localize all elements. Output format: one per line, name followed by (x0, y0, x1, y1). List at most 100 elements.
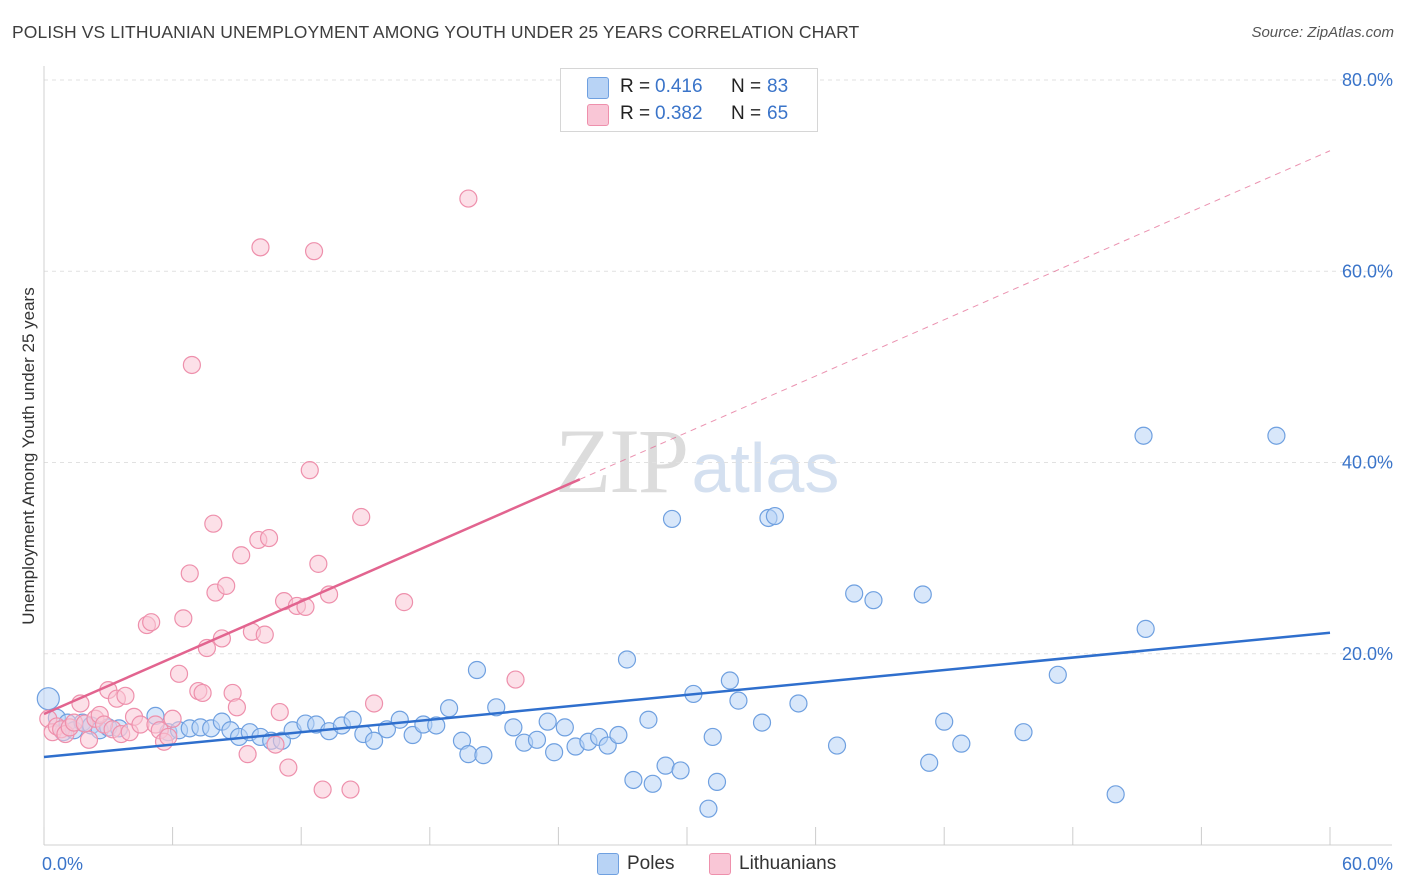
lithuanians-point (174, 609, 193, 628)
poles-swatch (587, 77, 609, 99)
poles-point (427, 716, 446, 735)
source-label: Source: ZipAtlas.com (1251, 24, 1394, 41)
poles-point (1106, 785, 1125, 804)
legend-r-label: R = (620, 103, 651, 124)
lithuanians-point (352, 507, 371, 527)
poles-point (527, 730, 547, 749)
lithuanians-point (364, 694, 384, 713)
poles-point (707, 772, 727, 791)
lithuanians-point (279, 758, 298, 777)
lithuanians-point (300, 461, 319, 480)
y-tick-label-3: 20.0% (1342, 644, 1393, 664)
poles-point (555, 718, 574, 737)
poles-point (643, 774, 662, 793)
poles-point (864, 591, 883, 610)
y-tick-label-1: 60.0% (1342, 261, 1393, 281)
lithuanians-trend-extension (579, 150, 1331, 480)
poles-point (752, 713, 772, 732)
poles-point (639, 710, 658, 729)
poles-point (545, 743, 564, 762)
lithuanians-point (309, 554, 328, 573)
lithuanians-swatch (587, 104, 609, 126)
lithuanians-point (79, 730, 99, 749)
legend-n-value-poles: 83 (767, 76, 789, 97)
legend-n-label: N = (731, 103, 762, 124)
lithuanians-point (142, 613, 161, 632)
y-tick-label-0: 80.0% (1342, 70, 1393, 90)
lithuanians-point (459, 189, 478, 208)
poles-point (538, 712, 557, 731)
poles-legend-label: Poles (627, 853, 675, 874)
lithuanians-point (227, 698, 246, 717)
x-tick-label-0: 0.0% (42, 854, 83, 874)
legend-r-value-lithuanians: 0.382 (655, 103, 703, 124)
poles-point (920, 753, 939, 772)
poles-legend-swatch (597, 853, 619, 875)
poles-point (952, 734, 971, 753)
legend-n-value-lithuanians: 65 (767, 103, 789, 124)
poles-point (1014, 723, 1033, 742)
y-tick-label-2: 40.0% (1342, 453, 1393, 473)
poles-point (487, 698, 506, 717)
poles-point (467, 660, 487, 680)
lithuanians-point (266, 735, 285, 754)
poles-point (459, 745, 478, 764)
lithuanians-point (232, 546, 251, 565)
poles-point (1134, 426, 1153, 445)
lithuanians-legend-swatch (709, 853, 731, 875)
poles-point (609, 725, 628, 745)
lithuanians-point (304, 242, 324, 261)
lithuanians-point (238, 745, 257, 764)
legend-r-value-poles: 0.416 (655, 76, 703, 97)
lithuanians-point (313, 780, 332, 799)
poles-point (390, 710, 409, 729)
poles-point (364, 731, 384, 750)
lithuanians-point (204, 514, 223, 533)
chart-title: POLISH VS LITHUANIAN UNEMPLOYMENT AMONG … (12, 22, 860, 42)
poles-point (662, 509, 682, 529)
lithuanians-point (217, 576, 236, 595)
lithuanians-point (193, 683, 212, 703)
lithuanians-point (341, 780, 360, 799)
poles-point (1048, 665, 1067, 684)
x-tick-label-1: 60.0% (1342, 854, 1393, 874)
lithuanians-point (159, 727, 178, 747)
lithuanians-point (506, 670, 525, 689)
poles-point (1136, 619, 1155, 638)
lithuanians-point (251, 238, 270, 257)
poles-point (729, 691, 748, 710)
poles-point (827, 736, 847, 755)
poles-point (699, 799, 718, 818)
poles-point (789, 694, 808, 713)
poles-point (36, 687, 60, 711)
poles-point (1267, 426, 1286, 445)
poles-point (617, 650, 637, 669)
lithuanians-point (163, 709, 182, 728)
poles-point (913, 585, 932, 604)
lithuanians-point (169, 664, 189, 683)
correlation-legend: R = 0.416 N = 83 R = 0.382 N = 65 (560, 68, 818, 132)
poles-point (439, 699, 459, 718)
lithuanians-point (116, 686, 135, 705)
lithuanians-point (259, 528, 279, 548)
poles-point (703, 727, 722, 747)
lithuanians-trend-line (43, 478, 581, 716)
poles-point (504, 718, 523, 737)
legend-n-label: N = (731, 76, 762, 97)
lithuanians-point (182, 355, 201, 375)
lithuanians-legend-label: Lithuanians (739, 853, 837, 874)
lithuanians-point (180, 564, 199, 583)
poles-point (845, 584, 864, 603)
legend-r-label: R = (620, 76, 651, 97)
poles-point (624, 770, 643, 790)
poles-point (720, 671, 739, 690)
poles-point (935, 712, 954, 731)
lithuanians-point (270, 702, 289, 722)
y-axis-label: Unemployment Among Youth under 25 years (19, 287, 38, 625)
poles-point (671, 761, 690, 780)
poles-point (656, 756, 675, 775)
lithuanians-point (255, 625, 274, 644)
poles-trend-line (43, 631, 1331, 759)
poles-point (765, 506, 784, 526)
